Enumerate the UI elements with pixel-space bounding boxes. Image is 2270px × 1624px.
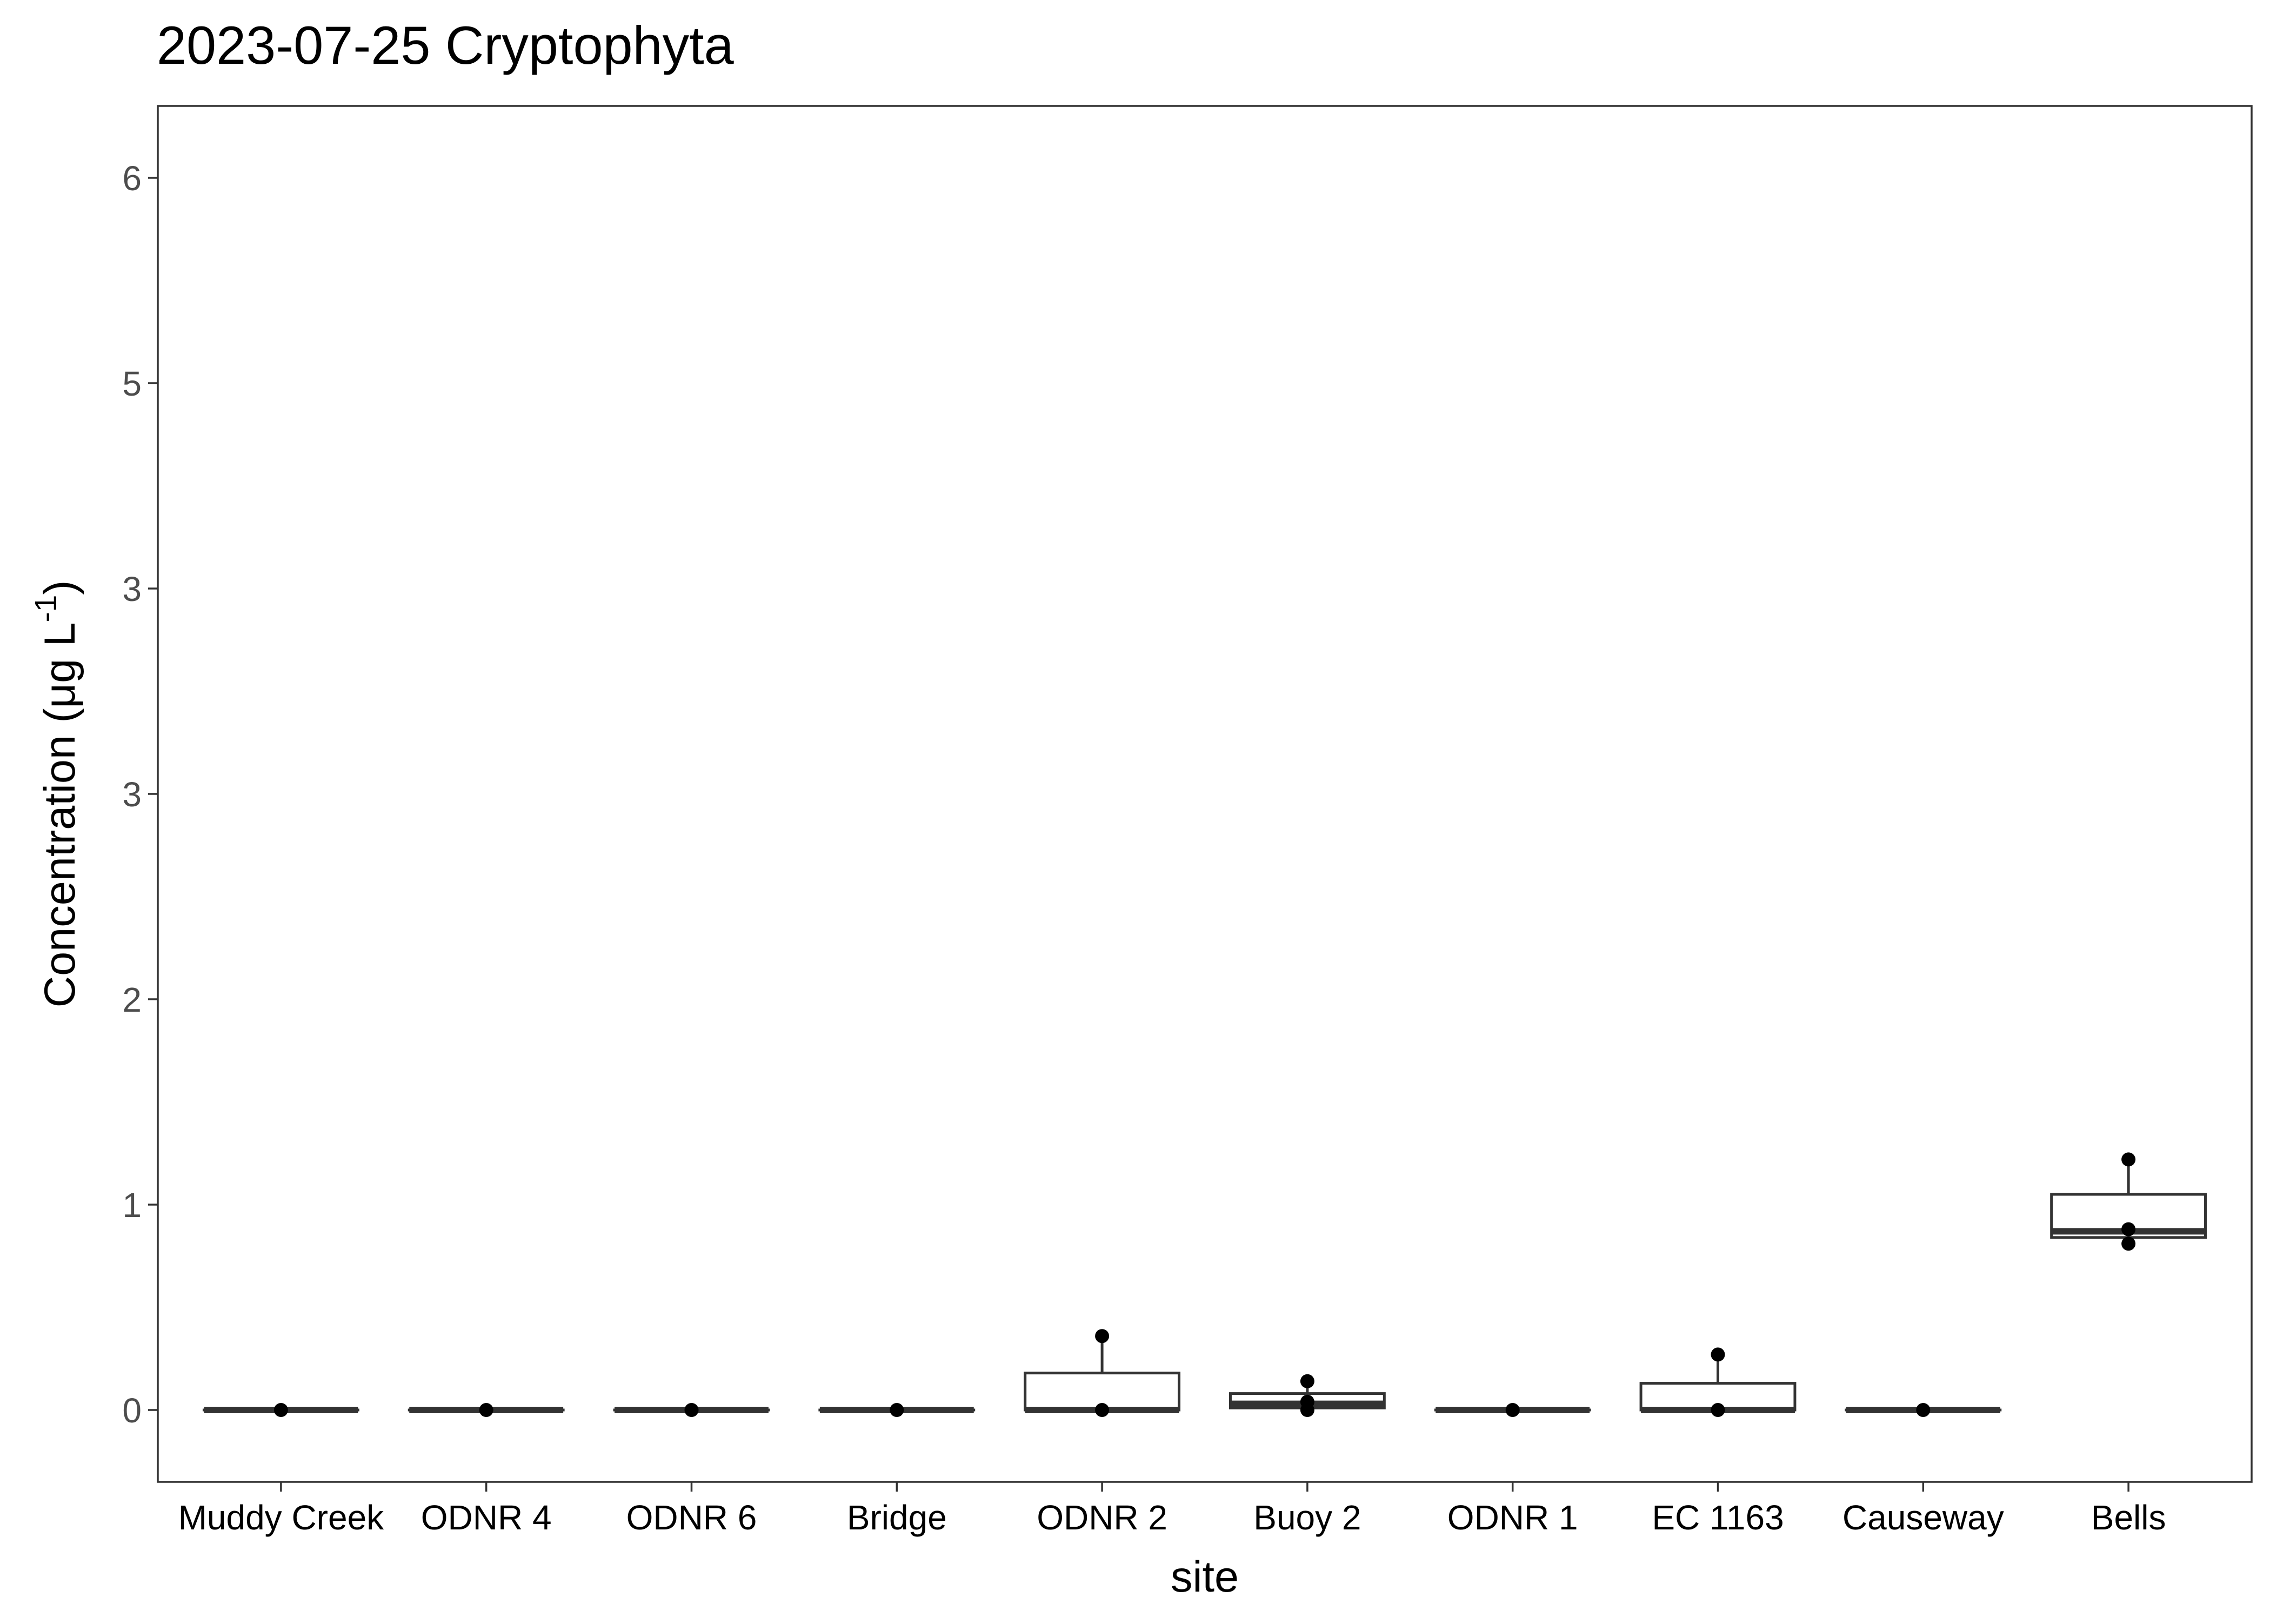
data-point <box>1300 1395 1314 1409</box>
y-tick-label: 1 <box>122 1186 142 1225</box>
x-tick-label: ODNR 2 <box>1037 1498 1167 1537</box>
data-point <box>1711 1403 1725 1417</box>
data-point <box>1506 1403 1520 1417</box>
x-tick-label: Buoy 2 <box>1253 1498 1361 1537</box>
data-point <box>1300 1374 1314 1388</box>
x-axis-title: site <box>1171 1553 1239 1601</box>
data-point <box>2121 1152 2135 1166</box>
x-tick-label: Muddy Creek <box>178 1498 385 1537</box>
x-tick-label: ODNR 4 <box>421 1498 552 1537</box>
y-axis-title-close: ) <box>36 580 84 595</box>
x-tick-label: ODNR 6 <box>626 1498 757 1537</box>
data-point <box>479 1403 493 1417</box>
data-point <box>2121 1237 2135 1251</box>
y-tick-label: 6 <box>122 159 142 198</box>
data-point <box>1711 1347 1725 1361</box>
data-point <box>2121 1222 2135 1237</box>
data-point <box>1916 1403 1930 1417</box>
chart-title: 2023-07-25 Cryptophyta <box>157 15 735 75</box>
y-axis-title-superscript: -1 <box>29 595 63 623</box>
x-tick-label: Bells <box>2091 1498 2166 1537</box>
data-point <box>1095 1403 1109 1417</box>
y-axis-title: Concentration (μg L-1) <box>29 580 84 1008</box>
data-point <box>274 1403 288 1417</box>
data-point <box>890 1403 904 1417</box>
y-tick-label: 5 <box>122 364 142 403</box>
x-tick-label: Bridge <box>847 1498 947 1537</box>
x-tick-label: ODNR 1 <box>1447 1498 1578 1537</box>
y-axis-title-main: Concentration (μg L <box>36 622 84 1007</box>
y-tick-label: 0 <box>122 1391 142 1430</box>
x-tick-label: Causeway <box>1842 1498 2004 1537</box>
y-tick-label: 2 <box>122 980 142 1019</box>
data-point <box>1095 1329 1109 1343</box>
data-point <box>684 1403 698 1417</box>
y-tick-label: 3 <box>122 775 142 814</box>
y-tick-label: 3 <box>122 570 142 609</box>
x-tick-label: EC 1163 <box>1652 1498 1784 1537</box>
